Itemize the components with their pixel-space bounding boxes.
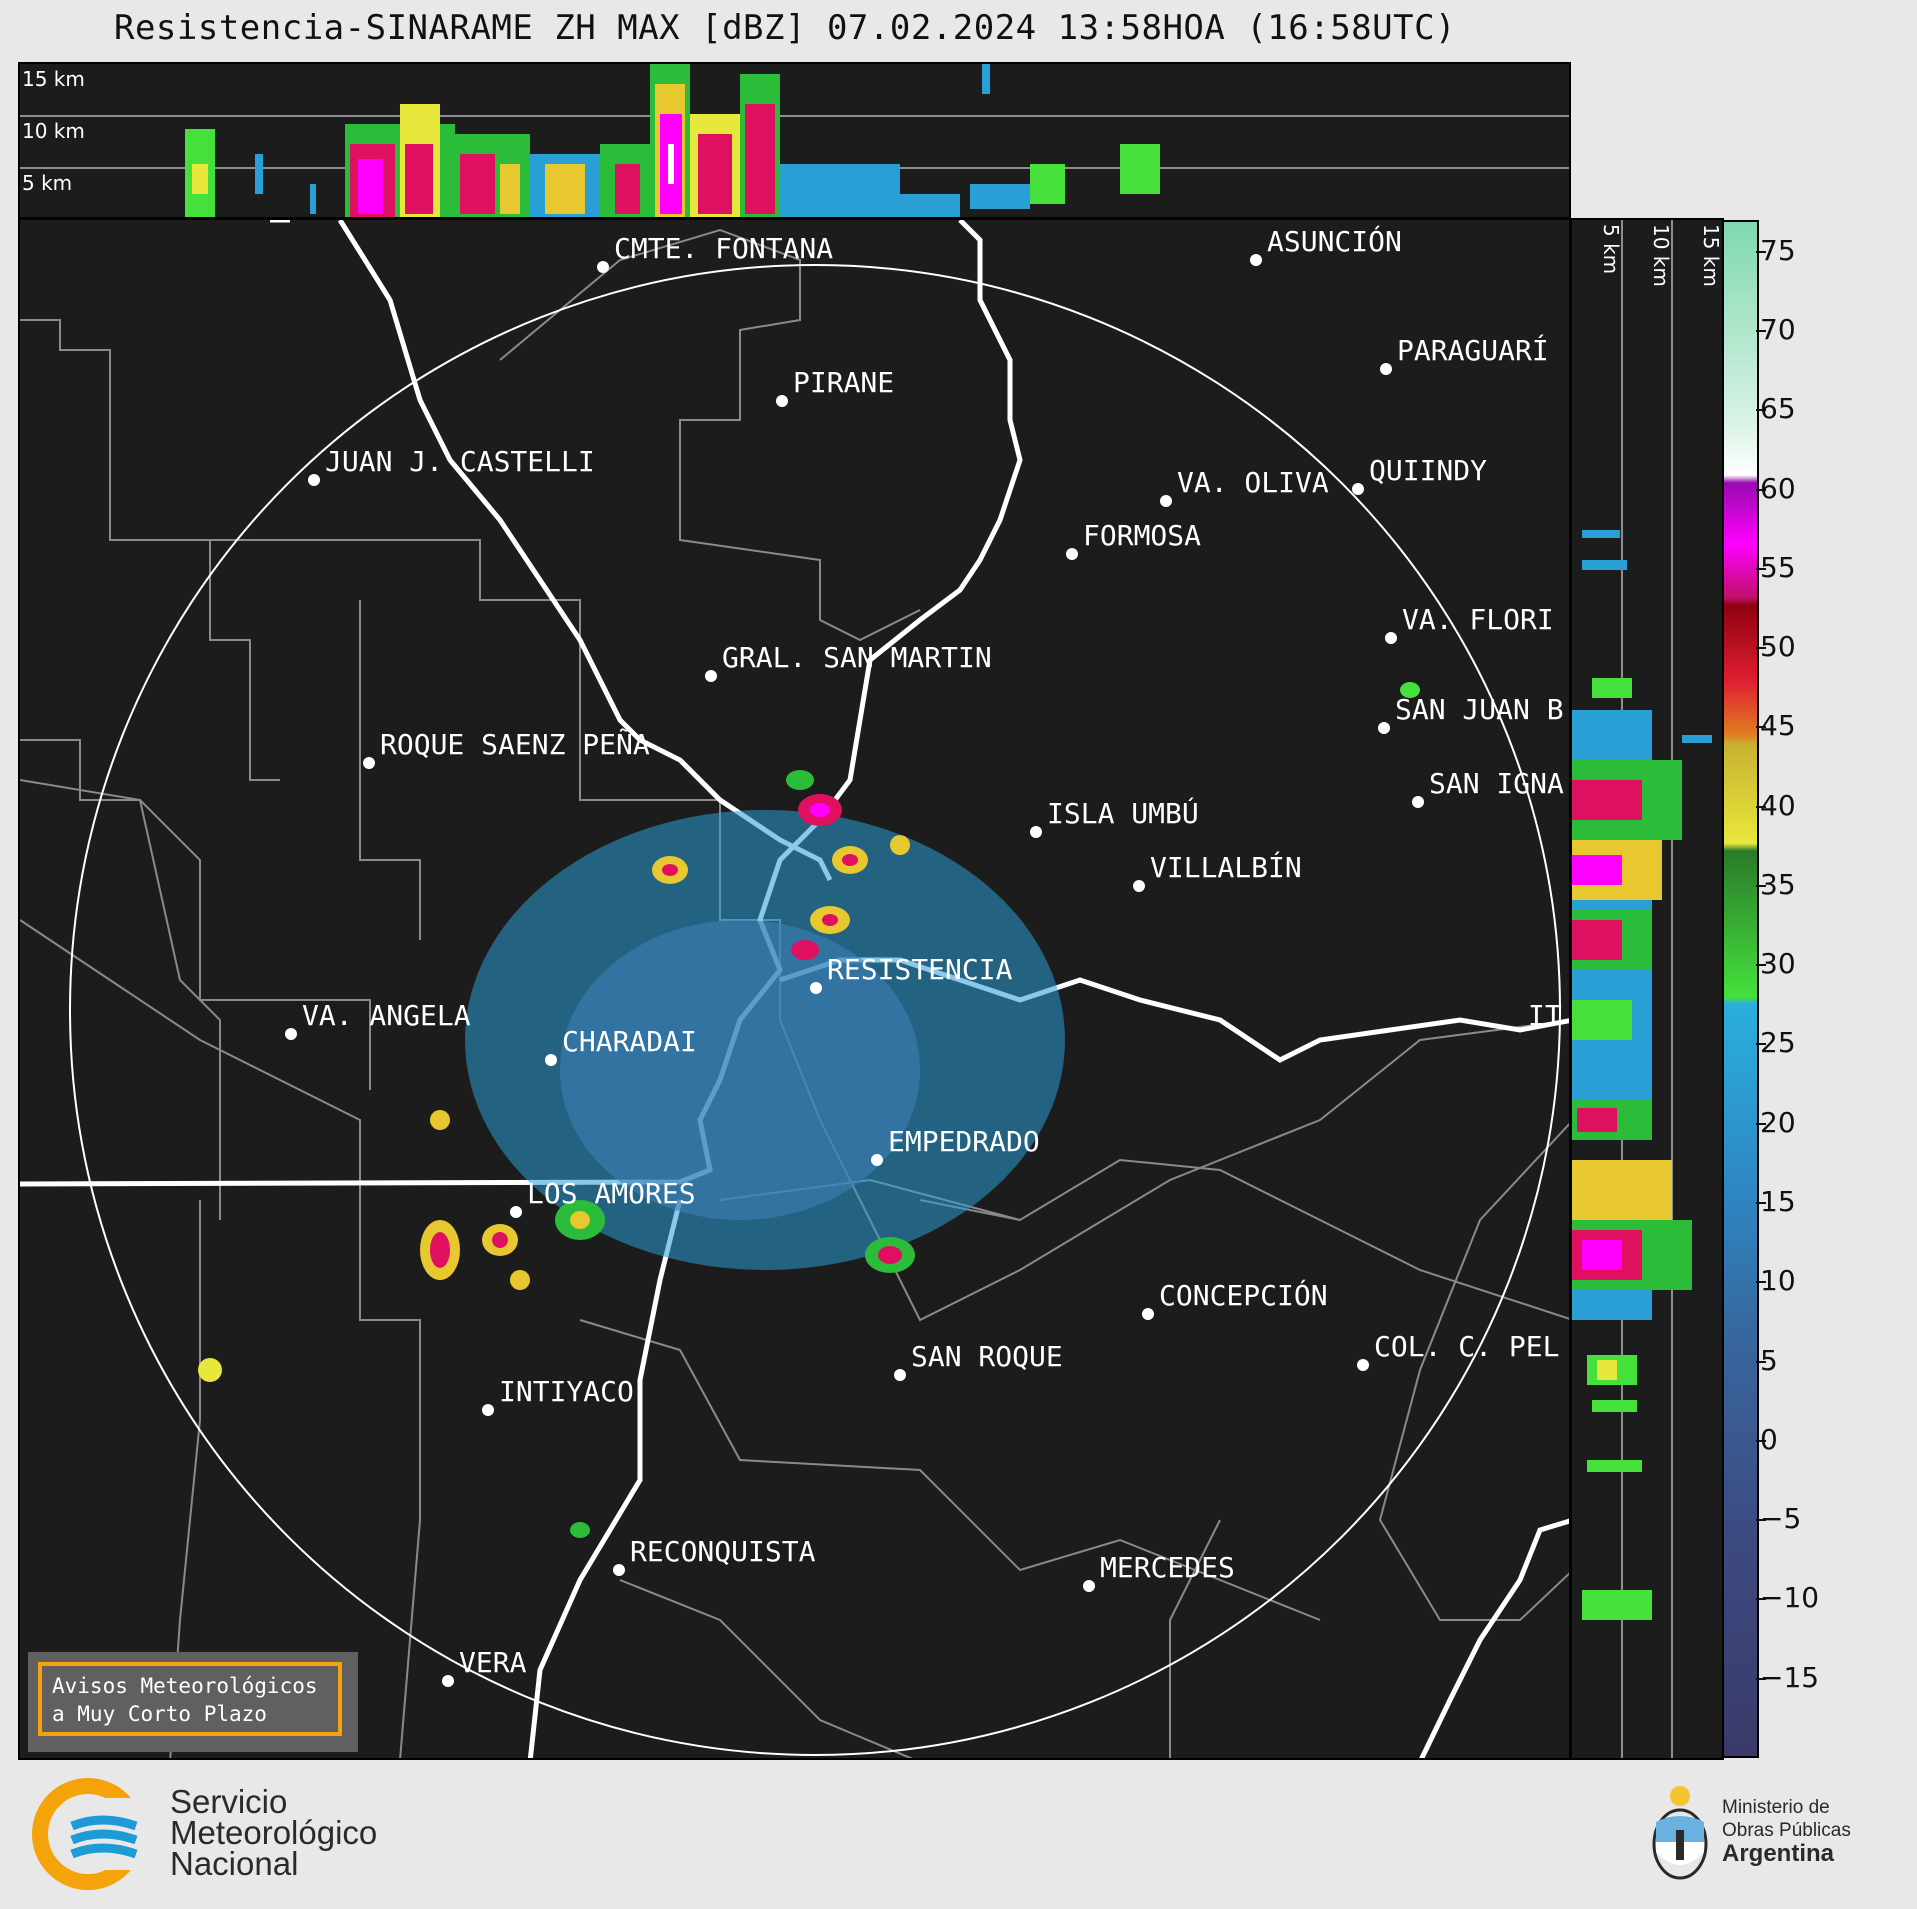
smn-line1: Servicio <box>170 1783 288 1820</box>
city-reconquista: RECONQUISTA <box>630 1535 816 1568</box>
side-cross-section: 5 km 10 km 15 km <box>1570 218 1724 1760</box>
dbz-colorbar-canvas <box>1724 222 1757 1756</box>
notice-line2: a Muy Corto Plazo <box>52 1702 267 1726</box>
top-alt-5km: 5 km <box>22 171 72 195</box>
side-alt-5km: 5 km <box>1599 224 1623 274</box>
colorbar-tick: 50 <box>1756 630 1796 664</box>
colorbar-tick: −5 <box>1755 1502 1802 1536</box>
colorbar-tick: 10 <box>1756 1264 1796 1298</box>
city-pirane: PIRANE <box>793 366 894 399</box>
side-cross-section-canvas: 5 km 10 km 15 km <box>1572 220 1723 1758</box>
map-title: Resistencia-SINARAME ZH MAX [dBZ] 07.02.… <box>113 8 1457 48</box>
top-alt-10km: 10 km <box>22 119 85 143</box>
city-col-c-pel: COL. C. PEL <box>1374 1330 1559 1363</box>
notice-box[interactable]: Avisos Meteorológicos a Muy Corto Plazo <box>28 1652 358 1752</box>
colorbar-tick: 55 <box>1756 550 1796 584</box>
colorbar-tick: −10 <box>1755 1581 1820 1615</box>
colorbar-tick: 25 <box>1756 1026 1796 1060</box>
ministry-line1: Ministerio de <box>1722 1797 1830 1818</box>
city-it: IT <box>1528 999 1562 1032</box>
colorbar-tick: 15 <box>1756 1185 1796 1219</box>
top-cross-section-canvas: 15 km 10 km 5 km <box>20 64 1569 217</box>
city-asuncion: ASUNCIÓN <box>1267 224 1402 258</box>
city-markers: CMTE. FONTANA ASUNCIÓN PARAGUARÍ PIRANE … <box>285 224 1564 1687</box>
top-alt-15km: 15 km <box>22 67 85 91</box>
range-ring <box>69 264 1561 1756</box>
radar-map-canvas: CMTE. FONTANA ASUNCIÓN PARAGUARÍ PIRANE … <box>20 220 1569 1758</box>
notice-frame[interactable]: Avisos Meteorológicos a Muy Corto Plazo <box>38 1662 342 1736</box>
ministry-line2: Obras Públicas <box>1722 1820 1851 1841</box>
city-san-roque: SAN ROQUE <box>911 1340 1063 1373</box>
colorbar-tick: 70 <box>1756 312 1796 346</box>
city-va-oliva: VA. OLIVA <box>1177 466 1329 499</box>
city-charadai: CHARADAI <box>562 1025 697 1058</box>
city-resistencia: RESISTENCIA <box>827 953 1013 986</box>
colorbar-tick: 40 <box>1756 788 1796 822</box>
city-formosa: FORMOSA <box>1083 519 1201 552</box>
colorbar-tick: 20 <box>1756 1105 1796 1139</box>
colorbar-tick: 0 <box>1756 1422 1778 1456</box>
echo-field <box>198 682 1420 1538</box>
city-villalbin: VILLALBÍN <box>1150 850 1302 884</box>
city-paraguari: PARAGUARÍ <box>1397 333 1549 367</box>
colorbar-tick: 30 <box>1756 947 1796 981</box>
smn-line3: Nacional <box>170 1845 299 1882</box>
radar-map[interactable]: CMTE. FONTANA ASUNCIÓN PARAGUARÍ PIRANE … <box>18 218 1571 1760</box>
colorbar-tick: 5 <box>1756 1343 1778 1377</box>
city-isla-umbu: ISLA UMBÚ <box>1047 796 1199 830</box>
side-alt-15km: 15 km <box>1699 224 1723 287</box>
colorbar-tick: 35 <box>1756 867 1796 901</box>
colorbar-tick: 60 <box>1756 471 1796 505</box>
city-va-flori: VA. FLORI <box>1402 603 1554 636</box>
smn-name: Servicio Meteorológico Nacional <box>170 1783 378 1882</box>
ministry-name: Ministerio de Obras Públicas Argentina <box>1722 1796 1851 1867</box>
side-echo-band <box>1572 530 1712 1620</box>
colorbar-tick: 75 <box>1756 233 1796 267</box>
colorbar-tick: −15 <box>1755 1660 1820 1694</box>
side-alt-10km: 10 km <box>1649 224 1673 287</box>
city-san-juan-b: SAN JUAN B <box>1395 693 1564 726</box>
ministry-line3: Argentina <box>1722 1840 1835 1867</box>
city-roque-saenz-pena: ROQUE SAENZ PEÑA <box>380 727 650 761</box>
city-mercedes: MERCEDES <box>1100 1551 1235 1584</box>
colorbar-tick: 45 <box>1756 709 1796 743</box>
colorbar-tick: 65 <box>1756 392 1796 426</box>
smn-line2: Meteorológico <box>170 1814 378 1851</box>
city-intiyaco: INTIYACO <box>499 1375 634 1408</box>
city-juan-j-castelli: JUAN J. CASTELLI <box>325 445 595 478</box>
city-quiindy: QUIINDY <box>1369 454 1487 487</box>
city-cmte-fontana: CMTE. FONTANA <box>614 232 833 265</box>
notice-line1: Avisos Meteorológicos <box>52 1674 318 1698</box>
dbz-colorbar <box>1722 220 1759 1758</box>
argentina-coat-of-arms-icon <box>1652 1786 1708 1880</box>
top-cross-section: 15 km 10 km 5 km <box>18 62 1571 219</box>
city-san-igna: SAN IGNA <box>1429 767 1564 800</box>
city-concepcion: CONCEPCIÓN <box>1159 1278 1328 1312</box>
city-gral-san-martin: GRAL. SAN MARTIN <box>722 641 992 674</box>
city-los-amores: LOS AMORES <box>527 1177 696 1210</box>
city-vera: VERA <box>459 1646 527 1679</box>
top-echo-band <box>185 64 1160 217</box>
city-va-angela: VA. ANGELA <box>302 999 471 1032</box>
smn-logo-icon <box>32 1778 144 1890</box>
city-empedrado: EMPEDRADO <box>888 1125 1040 1158</box>
